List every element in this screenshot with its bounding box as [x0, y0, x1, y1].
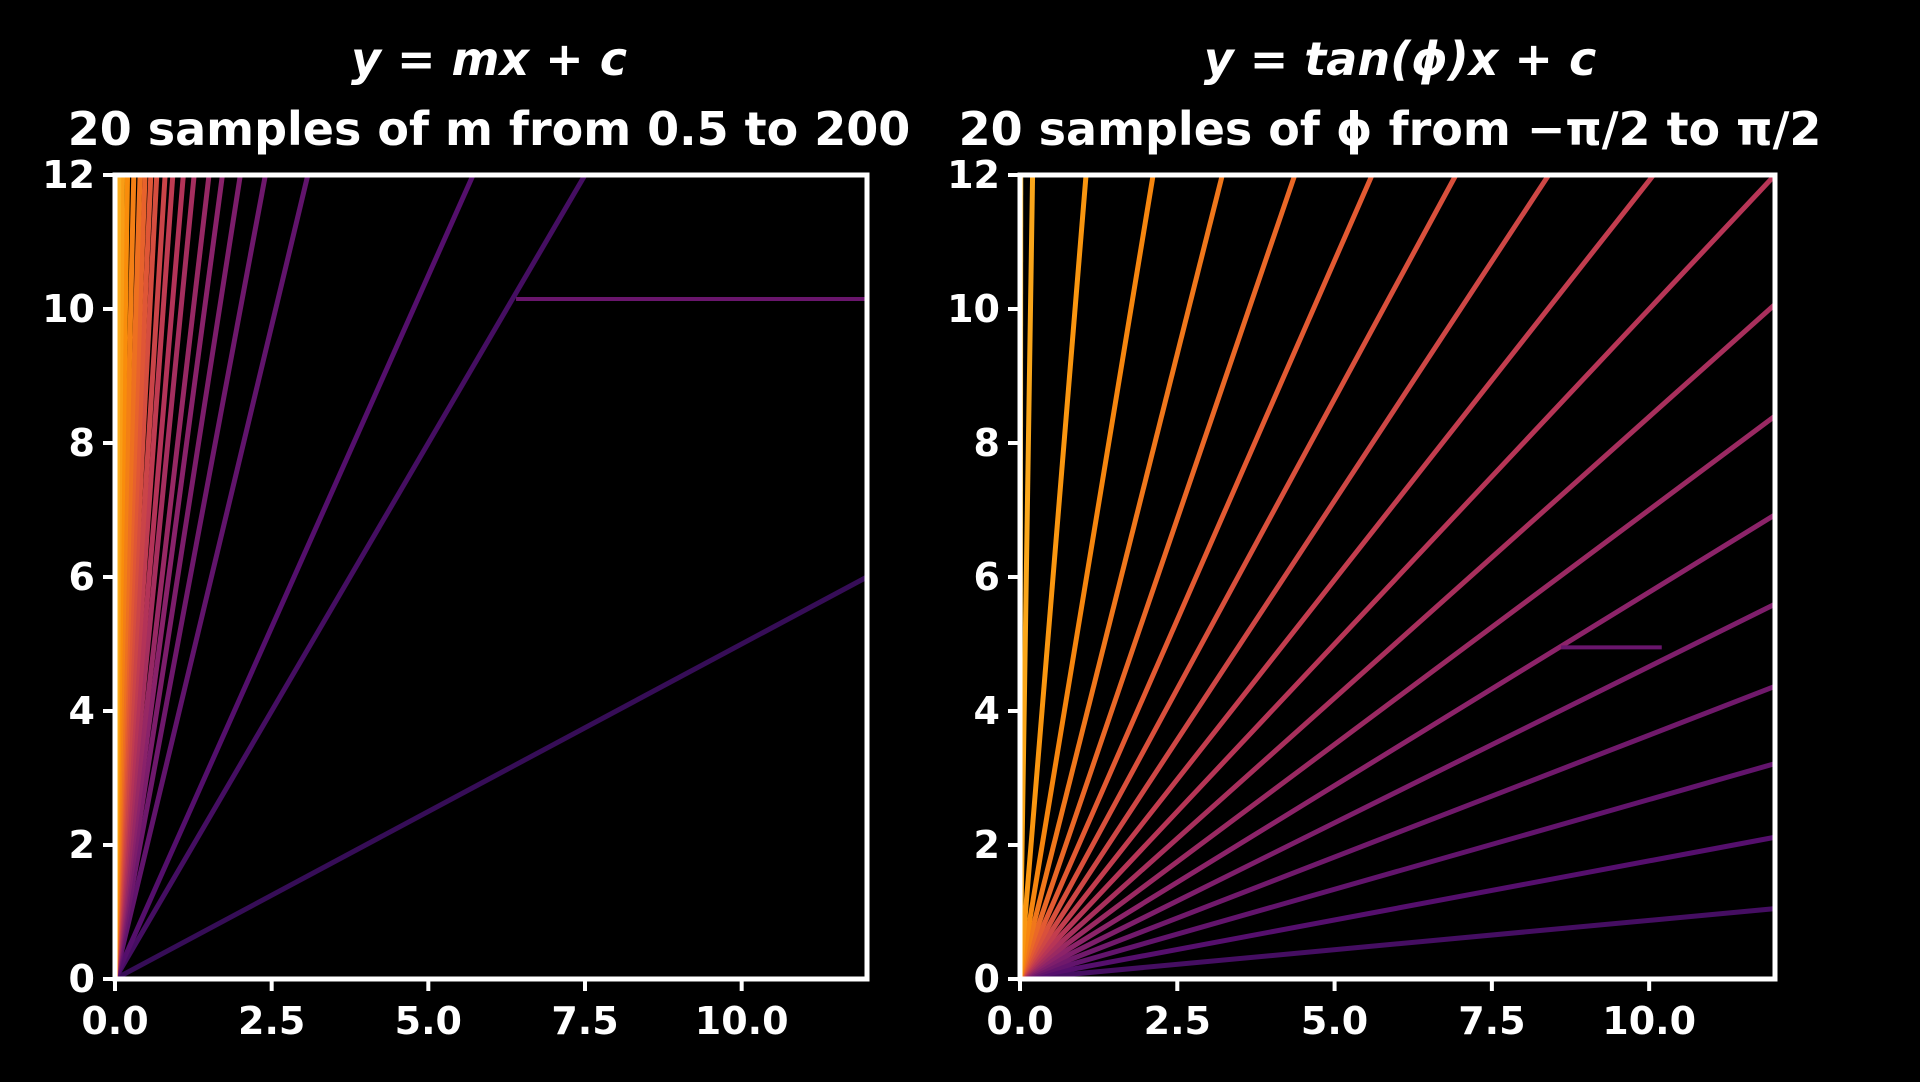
y-tick-label: 8: [974, 421, 1000, 465]
right-title-line2: 20 samples of ϕ from −π/2 to π/2: [959, 102, 1822, 156]
x-tick-label: 5.0: [395, 999, 462, 1043]
right-series-lines: [1017, 173, 1777, 982]
x-tick-label: 10.0: [1602, 999, 1696, 1043]
y-tick-label: 12: [42, 153, 95, 197]
series-line: [112, 174, 268, 980]
y-tick-label: 0: [69, 957, 95, 1001]
y-tick-label: 10: [42, 287, 95, 331]
left-axes-frame: [112, 172, 870, 982]
left-title-line1: y = mx + c: [351, 32, 627, 86]
right-x-ticks: 0.0 2.5 5.0 7.5 10.0: [986, 979, 1696, 1043]
series-line: [1017, 174, 1298, 980]
right-title-line1: y = tan(ϕ)x + c: [1204, 32, 1597, 86]
series-line: [1017, 173, 1459, 981]
left-x-ticks: 0.0 2.5 5.0 7.5 10.0: [81, 979, 789, 1043]
series-line: [1017, 174, 1089, 980]
series-line: [1019, 684, 1776, 982]
y-tick-label: 6: [974, 555, 1000, 599]
series-line: [1018, 414, 1777, 982]
left-subplot: y = mx + c 20 samples of m from 0.5 to 2…: [42, 32, 910, 1043]
x-tick-label: 2.5: [1144, 999, 1211, 1043]
series-line: [1017, 173, 1375, 981]
y-tick-label: 2: [974, 823, 1000, 867]
series-line: [112, 174, 243, 980]
x-tick-label: 7.5: [1458, 999, 1525, 1043]
y-tick-label: 12: [947, 153, 1000, 197]
series-line: [1017, 173, 1551, 981]
y-tick-label: 2: [69, 823, 95, 867]
y-tick-label: 8: [69, 421, 95, 465]
series-line: [1018, 601, 1777, 982]
y-tick-label: 6: [69, 555, 95, 599]
x-tick-label: 5.0: [1301, 999, 1368, 1043]
series-line: [1017, 174, 1156, 980]
series-line: [1019, 906, 1776, 982]
x-tick-label: 0.0: [81, 999, 148, 1043]
x-tick-label: 7.5: [551, 999, 618, 1043]
x-tick-label: 0.0: [986, 999, 1053, 1043]
series-line: [112, 173, 476, 981]
y-tick-label: 4: [974, 689, 1000, 733]
left-series-lines: [112, 173, 869, 982]
series-line: [1018, 512, 1777, 982]
series-line: [1019, 834, 1776, 982]
right-subplot: y = tan(ϕ)x + c 20 samples of ϕ from −π/…: [947, 32, 1821, 1043]
left-title-line2: 20 samples of m from 0.5 to 200: [68, 102, 911, 156]
series-line: [112, 174, 311, 980]
y-tick-label: 0: [974, 957, 1000, 1001]
x-tick-label: 10.0: [695, 999, 789, 1043]
y-tick-label: 10: [947, 287, 1000, 331]
series-line: [1019, 761, 1776, 982]
series-line: [112, 173, 588, 981]
series-line: [1017, 174, 1225, 980]
left-y-ticks: 0 2 4 6 8 10 12: [42, 153, 115, 1001]
series-line: [1018, 173, 1777, 981]
series-line: [1018, 302, 1777, 981]
y-tick-label: 4: [69, 689, 95, 733]
series-line: [113, 574, 869, 982]
x-tick-label: 2.5: [238, 999, 305, 1043]
right-y-ticks: 0 2 4 6 8 10 12: [947, 153, 1020, 1001]
series-line: [1018, 173, 1656, 981]
